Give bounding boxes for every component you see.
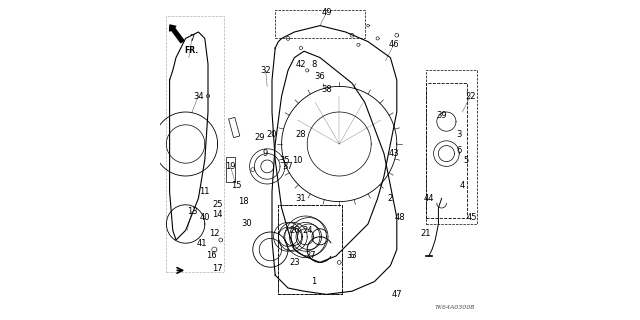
Bar <box>228 117 240 138</box>
Text: FR.: FR. <box>184 46 198 55</box>
Text: TK64A0300B: TK64A0300B <box>435 305 475 310</box>
Text: 22: 22 <box>465 92 476 100</box>
Text: 28: 28 <box>296 130 306 139</box>
Text: 13: 13 <box>187 207 197 216</box>
Text: 43: 43 <box>388 149 399 158</box>
Text: 4: 4 <box>460 181 465 190</box>
Text: 40: 40 <box>200 213 210 222</box>
Text: 16: 16 <box>206 252 216 260</box>
Text: 32: 32 <box>260 66 271 75</box>
Text: 25: 25 <box>212 200 223 209</box>
Text: 33: 33 <box>347 252 357 260</box>
Text: 26: 26 <box>289 226 300 235</box>
Text: 8: 8 <box>311 60 316 68</box>
Text: 21: 21 <box>420 229 431 238</box>
Bar <box>226 157 236 182</box>
Text: 44: 44 <box>424 194 434 203</box>
Text: 39: 39 <box>436 111 447 120</box>
Text: 12: 12 <box>209 229 220 238</box>
Text: 15: 15 <box>232 181 242 190</box>
Text: 34: 34 <box>193 92 204 100</box>
Text: 30: 30 <box>241 220 252 228</box>
Text: 6: 6 <box>456 146 462 155</box>
Text: 20: 20 <box>267 130 277 139</box>
Text: 41: 41 <box>196 239 207 248</box>
Text: 24: 24 <box>302 226 312 235</box>
Text: 27: 27 <box>305 252 316 260</box>
Text: 19: 19 <box>225 162 236 171</box>
Text: 46: 46 <box>388 40 399 49</box>
Text: 31: 31 <box>296 194 306 203</box>
Text: 1: 1 <box>311 277 316 286</box>
Text: 38: 38 <box>321 85 332 94</box>
Text: 18: 18 <box>238 197 248 206</box>
Text: 42: 42 <box>296 60 306 68</box>
Text: 7: 7 <box>189 34 195 43</box>
Text: 9: 9 <box>263 149 268 158</box>
Text: 10: 10 <box>292 156 303 164</box>
Text: 47: 47 <box>392 290 402 299</box>
Text: 5: 5 <box>463 156 468 164</box>
Text: 3: 3 <box>456 130 462 139</box>
Text: 49: 49 <box>321 8 332 17</box>
Text: 11: 11 <box>200 188 210 196</box>
Text: 45: 45 <box>467 213 477 222</box>
Text: 23: 23 <box>289 258 300 267</box>
Text: 37: 37 <box>283 162 293 171</box>
Text: 2: 2 <box>388 194 393 203</box>
Text: 35: 35 <box>280 156 290 164</box>
Text: 14: 14 <box>212 210 223 219</box>
Text: 17: 17 <box>212 264 223 273</box>
Text: 48: 48 <box>395 213 405 222</box>
FancyArrow shape <box>170 25 184 43</box>
Text: 36: 36 <box>315 72 325 81</box>
Text: 29: 29 <box>254 133 264 142</box>
